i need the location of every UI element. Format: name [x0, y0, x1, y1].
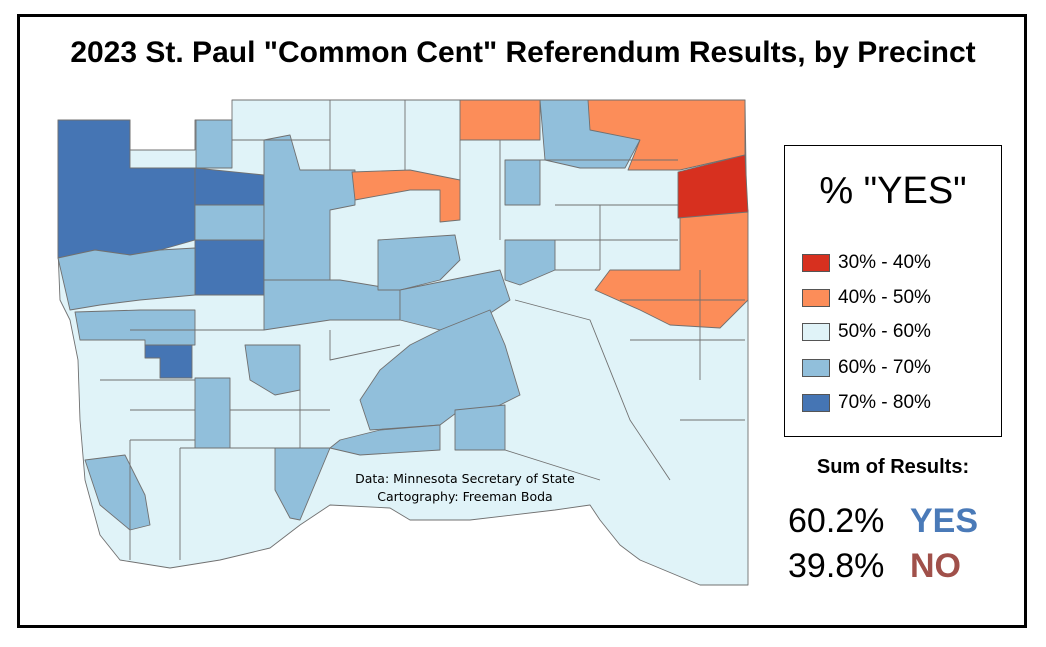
summary-yes-percent: 60.2% — [788, 502, 885, 540]
precinct-mid-15 — [84, 454, 151, 531]
precinct-mid-3 — [57, 247, 196, 311]
precinct-west-dark-2 — [194, 167, 265, 206]
precinct-mid-9 — [359, 309, 521, 431]
precinct-orange-3 — [587, 99, 746, 171]
credit-cartography: Cartography: Freeman Boda — [377, 489, 553, 504]
legend-box: % "YES" 30% - 40% 40% - 50% 50% - 60% 60… — [784, 145, 1002, 437]
legend-swatch — [802, 323, 830, 341]
legend-item: 70% - 80% — [802, 392, 931, 414]
legend-item: 50% - 60% — [802, 321, 931, 343]
precinct-mid-17 — [504, 159, 541, 206]
legend-swatch — [802, 394, 830, 412]
precinct-mid-7 — [377, 234, 461, 291]
precinct-west-dark — [57, 119, 196, 259]
legend-swatch — [802, 254, 830, 272]
precinct-west-dark-3 — [194, 239, 265, 296]
credit-data-source: Data: Minnesota Secretary of State — [355, 471, 575, 486]
map-title: 2023 St. Paul "Common Cent" Referendum R… — [70, 36, 976, 69]
legend-swatch — [802, 289, 830, 307]
legend-title: % "YES" — [819, 170, 967, 212]
precinct-red-1 — [677, 154, 749, 219]
precinct-orange-4 — [594, 209, 749, 329]
precinct-orange-1 — [459, 99, 541, 141]
precinct-mid-2 — [194, 204, 265, 241]
summary-no-label: NO — [910, 547, 961, 585]
legend-label: 30% - 40% — [838, 252, 931, 273]
summary-no-percent: 39.8% — [788, 547, 885, 585]
precinct-mid-13 — [194, 377, 231, 449]
precinct-mid-10 — [454, 404, 506, 451]
legend-swatch — [802, 359, 830, 377]
precinct-orange-2 — [351, 169, 461, 223]
legend-item: 60% - 70% — [802, 357, 931, 379]
precinct-mid-1 — [195, 119, 233, 169]
legend-label: 70% - 80% — [838, 392, 931, 413]
legend-label: 50% - 60% — [838, 321, 931, 342]
summary-yes-row: 60.2% YES — [788, 502, 978, 541]
precinct-boundaries — [100, 100, 745, 560]
legend-label: 40% - 50% — [838, 287, 931, 308]
legend-item: 30% - 40% — [802, 252, 931, 274]
summary-yes-label: YES — [910, 502, 979, 540]
summary-no-row: 39.8% NO — [788, 547, 961, 586]
precinct-mid-18 — [504, 239, 556, 286]
map-credits: Data: Minnesota Secretary of State Carto… — [330, 470, 600, 506]
legend-label: 60% - 70% — [838, 357, 931, 378]
precinct-mid-12 — [274, 447, 331, 521]
legend-item: 40% - 50% — [802, 287, 931, 309]
precinct-mid-14 — [244, 344, 301, 396]
precinct-mid-4 — [74, 309, 196, 346]
summary-heading: Sum of Results: — [816, 456, 970, 478]
